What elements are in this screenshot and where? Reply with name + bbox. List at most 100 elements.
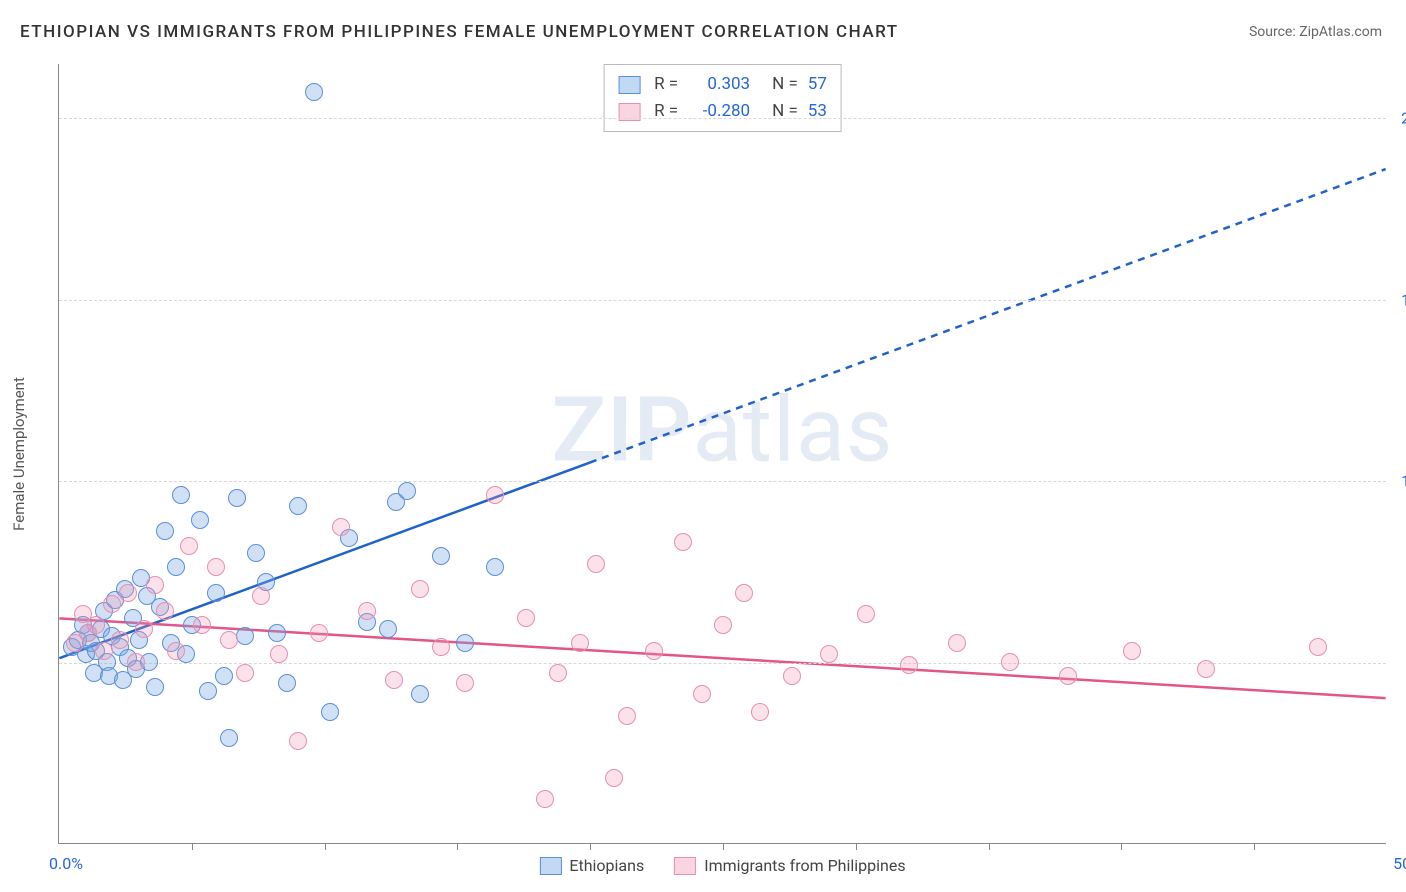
data-point — [207, 558, 225, 576]
data-point — [411, 580, 429, 598]
data-point — [674, 533, 692, 551]
data-point — [95, 642, 113, 660]
data-point — [1001, 653, 1019, 671]
n-label: N = — [772, 98, 798, 125]
data-point — [193, 616, 211, 634]
data-point — [289, 732, 307, 750]
data-point — [432, 547, 450, 565]
data-point — [379, 620, 397, 638]
data-point — [1123, 642, 1141, 660]
x-tick — [1121, 843, 1122, 850]
data-point — [358, 602, 376, 620]
x-tick — [723, 843, 724, 850]
legend-label-a: Ethiopians — [569, 856, 644, 875]
legend-item-b: Immigrants from Philippines — [674, 856, 905, 875]
data-point — [270, 645, 288, 663]
x-axis-min-label: 0.0% — [49, 854, 83, 873]
data-point — [486, 558, 504, 576]
chart-container: ETHIOPIAN VS IMMIGRANTS FROM PHILIPPINES… — [0, 0, 1406, 892]
y-tick-label: 20.0% — [1401, 109, 1406, 128]
data-point — [167, 558, 185, 576]
data-point — [119, 584, 137, 602]
r-label: R = — [654, 98, 678, 125]
data-point — [199, 682, 217, 700]
legend-row-b: R = -0.280 N = 53 — [618, 98, 827, 125]
data-point — [278, 674, 296, 692]
data-point — [486, 486, 504, 504]
y-tick-label: 10.0% — [1401, 472, 1406, 491]
watermark-bold: ZIP — [552, 378, 693, 483]
data-point — [220, 729, 238, 747]
data-point — [146, 678, 164, 696]
x-axis-max-label: 50.0% — [1393, 854, 1406, 873]
data-point — [948, 634, 966, 652]
r-value-b: -0.280 — [688, 98, 750, 125]
data-point — [645, 642, 663, 660]
trend-lines — [59, 64, 1386, 843]
data-point — [111, 631, 129, 649]
data-point — [180, 537, 198, 555]
data-point — [252, 587, 270, 605]
x-tick — [856, 843, 857, 850]
legend-item-a: Ethiopians — [539, 856, 644, 875]
gridline-h — [59, 481, 1386, 482]
swatch-philippines — [674, 857, 696, 875]
data-point — [156, 602, 174, 620]
data-point — [820, 645, 838, 663]
data-point — [1309, 638, 1327, 656]
n-label: N = — [772, 71, 798, 98]
data-point — [618, 707, 636, 725]
gridline-h — [59, 663, 1386, 664]
n-value-b: 53 — [808, 98, 827, 125]
swatch-ethiopians — [618, 76, 640, 94]
swatch-ethiopians — [539, 857, 561, 875]
data-point — [167, 642, 185, 660]
n-value-a: 57 — [808, 71, 827, 98]
x-tick — [457, 843, 458, 850]
data-point — [268, 624, 286, 642]
y-tick-label: 15.0% — [1401, 290, 1406, 309]
data-point — [857, 605, 875, 623]
data-point — [900, 656, 918, 674]
legend-label-b: Immigrants from Philippines — [704, 856, 905, 875]
data-point — [310, 624, 328, 642]
data-point — [236, 627, 254, 645]
data-point — [236, 664, 254, 682]
watermark-rest: atlas — [693, 378, 894, 483]
correlation-legend: R = 0.303 N = 57 R = -0.280 N = 53 — [603, 64, 842, 132]
r-value-a: 0.303 — [688, 71, 750, 98]
data-point — [207, 584, 225, 602]
data-point — [783, 667, 801, 685]
data-point — [571, 634, 589, 652]
data-point — [127, 653, 145, 671]
x-tick — [989, 843, 990, 850]
y-axis-title: Female Unemployment — [10, 377, 28, 531]
series-legend: Ethiopians Immigrants from Philippines — [539, 856, 905, 875]
x-tick — [590, 843, 591, 850]
data-point — [693, 685, 711, 703]
legend-row-a: R = 0.303 N = 57 — [618, 71, 827, 98]
gridline-h — [59, 118, 1386, 119]
data-point — [735, 584, 753, 602]
data-point — [228, 489, 246, 507]
x-tick — [325, 843, 326, 850]
data-point — [247, 544, 265, 562]
data-point — [1197, 660, 1215, 678]
r-label: R = — [654, 71, 678, 98]
data-point — [536, 790, 554, 808]
data-point — [321, 703, 339, 721]
data-point — [135, 620, 153, 638]
x-tick — [1254, 843, 1255, 850]
data-point — [714, 616, 732, 634]
watermark: ZIPatlas — [552, 378, 894, 483]
data-point — [103, 595, 121, 613]
data-point — [87, 616, 105, 634]
data-point — [305, 83, 323, 101]
chart-title: ETHIOPIAN VS IMMIGRANTS FROM PHILIPPINES… — [20, 22, 899, 42]
data-point — [456, 634, 474, 652]
data-point — [146, 576, 164, 594]
data-point — [398, 482, 416, 500]
data-point — [432, 638, 450, 656]
gridline-h — [59, 300, 1386, 301]
x-tick — [192, 843, 193, 850]
